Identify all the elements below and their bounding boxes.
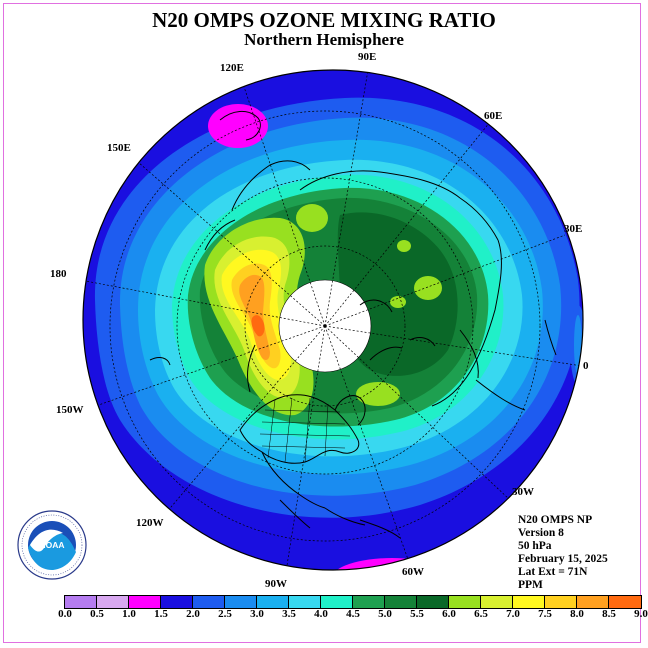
colorbar-swatch bbox=[417, 596, 449, 608]
band-8-0-8-5 bbox=[251, 315, 265, 337]
lon-label-90e: 90E bbox=[358, 51, 377, 63]
lon-label-0: 0 bbox=[583, 360, 589, 372]
colorbar-swatch bbox=[353, 596, 385, 608]
lon-label-150w: 150W bbox=[56, 404, 84, 416]
colorbar-swatch bbox=[545, 596, 577, 608]
coastlines bbox=[149, 111, 557, 539]
colorbar-swatch bbox=[321, 596, 353, 608]
colorbar-tick-label: 6.5 bbox=[474, 608, 488, 620]
lon-label-120w: 120W bbox=[136, 517, 164, 529]
lon-label-180: 180 bbox=[50, 268, 67, 280]
colorbar-tick-label: 4.0 bbox=[314, 608, 328, 620]
state-boundaries bbox=[259, 397, 351, 463]
colorbar-tick-label: 7.5 bbox=[538, 608, 552, 620]
colorbar-tick-label: 5.5 bbox=[410, 608, 424, 620]
lon-label-120e: 120E bbox=[220, 62, 244, 74]
product-info: N20 OMPS NP Version 8 50 hPa February 15… bbox=[518, 514, 608, 592]
info-version: Version 8 bbox=[518, 527, 564, 539]
info-units: PPM bbox=[518, 579, 543, 591]
colorbar-ticks: 0.0 0.5 1.0 1.5 2.0 2.5 3.0 3.5 4.0 4.5 5.0 5.5 6.0 6… bbox=[0, 608, 648, 622]
band-5-5-spot bbox=[390, 296, 406, 308]
colorbar-tick-label: 0.0 bbox=[58, 608, 72, 620]
lon-label-30w: 30W bbox=[512, 486, 534, 498]
colorbar-swatch bbox=[161, 596, 193, 608]
graticule bbox=[83, 70, 583, 570]
band-5-5-spot bbox=[397, 240, 411, 252]
colorbar-swatch bbox=[193, 596, 225, 608]
colorbar-tick-label: 2.5 bbox=[218, 608, 232, 620]
colorbar-swatch bbox=[65, 596, 97, 608]
info-lat-ext: Lat Ext = 71N bbox=[518, 566, 588, 578]
band-1-0-1-5-patch bbox=[208, 104, 268, 148]
colorbar-swatch bbox=[449, 596, 481, 608]
lon-label-60w: 60W bbox=[402, 566, 424, 578]
colorbar-tick-label: 2.0 bbox=[186, 608, 200, 620]
info-pressure: 50 hPa bbox=[518, 540, 552, 552]
colorbar bbox=[64, 595, 642, 609]
colorbar-swatch bbox=[257, 596, 289, 608]
band-2-5-patch bbox=[574, 315, 582, 375]
figure-frame bbox=[3, 3, 641, 643]
band-5-5-spot bbox=[356, 382, 400, 406]
map-title: N20 OMPS OZONE MIXING RATIO bbox=[152, 8, 496, 32]
colorbar-tick-label: 1.5 bbox=[154, 608, 168, 620]
colorbar-tick-label: 3.0 bbox=[250, 608, 264, 620]
band-5-5-spot bbox=[414, 276, 442, 300]
colorbar-tick-label: 9.0 bbox=[634, 608, 648, 620]
logo-wordmark: NOAA bbox=[39, 540, 64, 550]
colorbar-swatch bbox=[129, 596, 161, 608]
band-5-5-spot bbox=[296, 204, 328, 232]
colorbar-swatch bbox=[513, 596, 545, 608]
colorbar-swatch bbox=[385, 596, 417, 608]
map-boundary bbox=[82, 69, 584, 571]
colorbar-tick-label: 3.5 bbox=[282, 608, 296, 620]
colorbar-tick-label: 8.5 bbox=[602, 608, 616, 620]
colorbar-swatch bbox=[577, 596, 609, 608]
colorbar-tick-label: 1.0 bbox=[122, 608, 136, 620]
noaa-logo: NOAA bbox=[17, 510, 87, 580]
colorbar-swatch bbox=[97, 596, 129, 608]
map-subtitle: Northern Hemisphere bbox=[244, 30, 404, 49]
info-product: N20 OMPS NP bbox=[518, 514, 593, 526]
band-1-0-1-5-patch bbox=[332, 558, 452, 570]
lon-label-90w: 90W bbox=[265, 578, 287, 590]
lon-label-30e: 30E bbox=[564, 223, 583, 235]
colorbar-tick-label: 6.0 bbox=[442, 608, 456, 620]
lon-label-60e: 60E bbox=[484, 110, 503, 122]
info-date: February 15, 2025 bbox=[518, 553, 608, 565]
colorbar-tick-label: 4.5 bbox=[346, 608, 360, 620]
colorbar-tick-label: 0.5 bbox=[90, 608, 104, 620]
lon-label-150e: 150E bbox=[107, 142, 131, 154]
colorbar-tick-label: 5.0 bbox=[378, 608, 392, 620]
colorbar-swatch bbox=[225, 596, 257, 608]
colorbar-tick-label: 8.0 bbox=[570, 608, 584, 620]
colorbar-swatch bbox=[289, 596, 321, 608]
colorbar-swatch bbox=[609, 596, 641, 608]
colorbar-tick-label: 7.0 bbox=[506, 608, 520, 620]
colorbar-swatch bbox=[481, 596, 513, 608]
